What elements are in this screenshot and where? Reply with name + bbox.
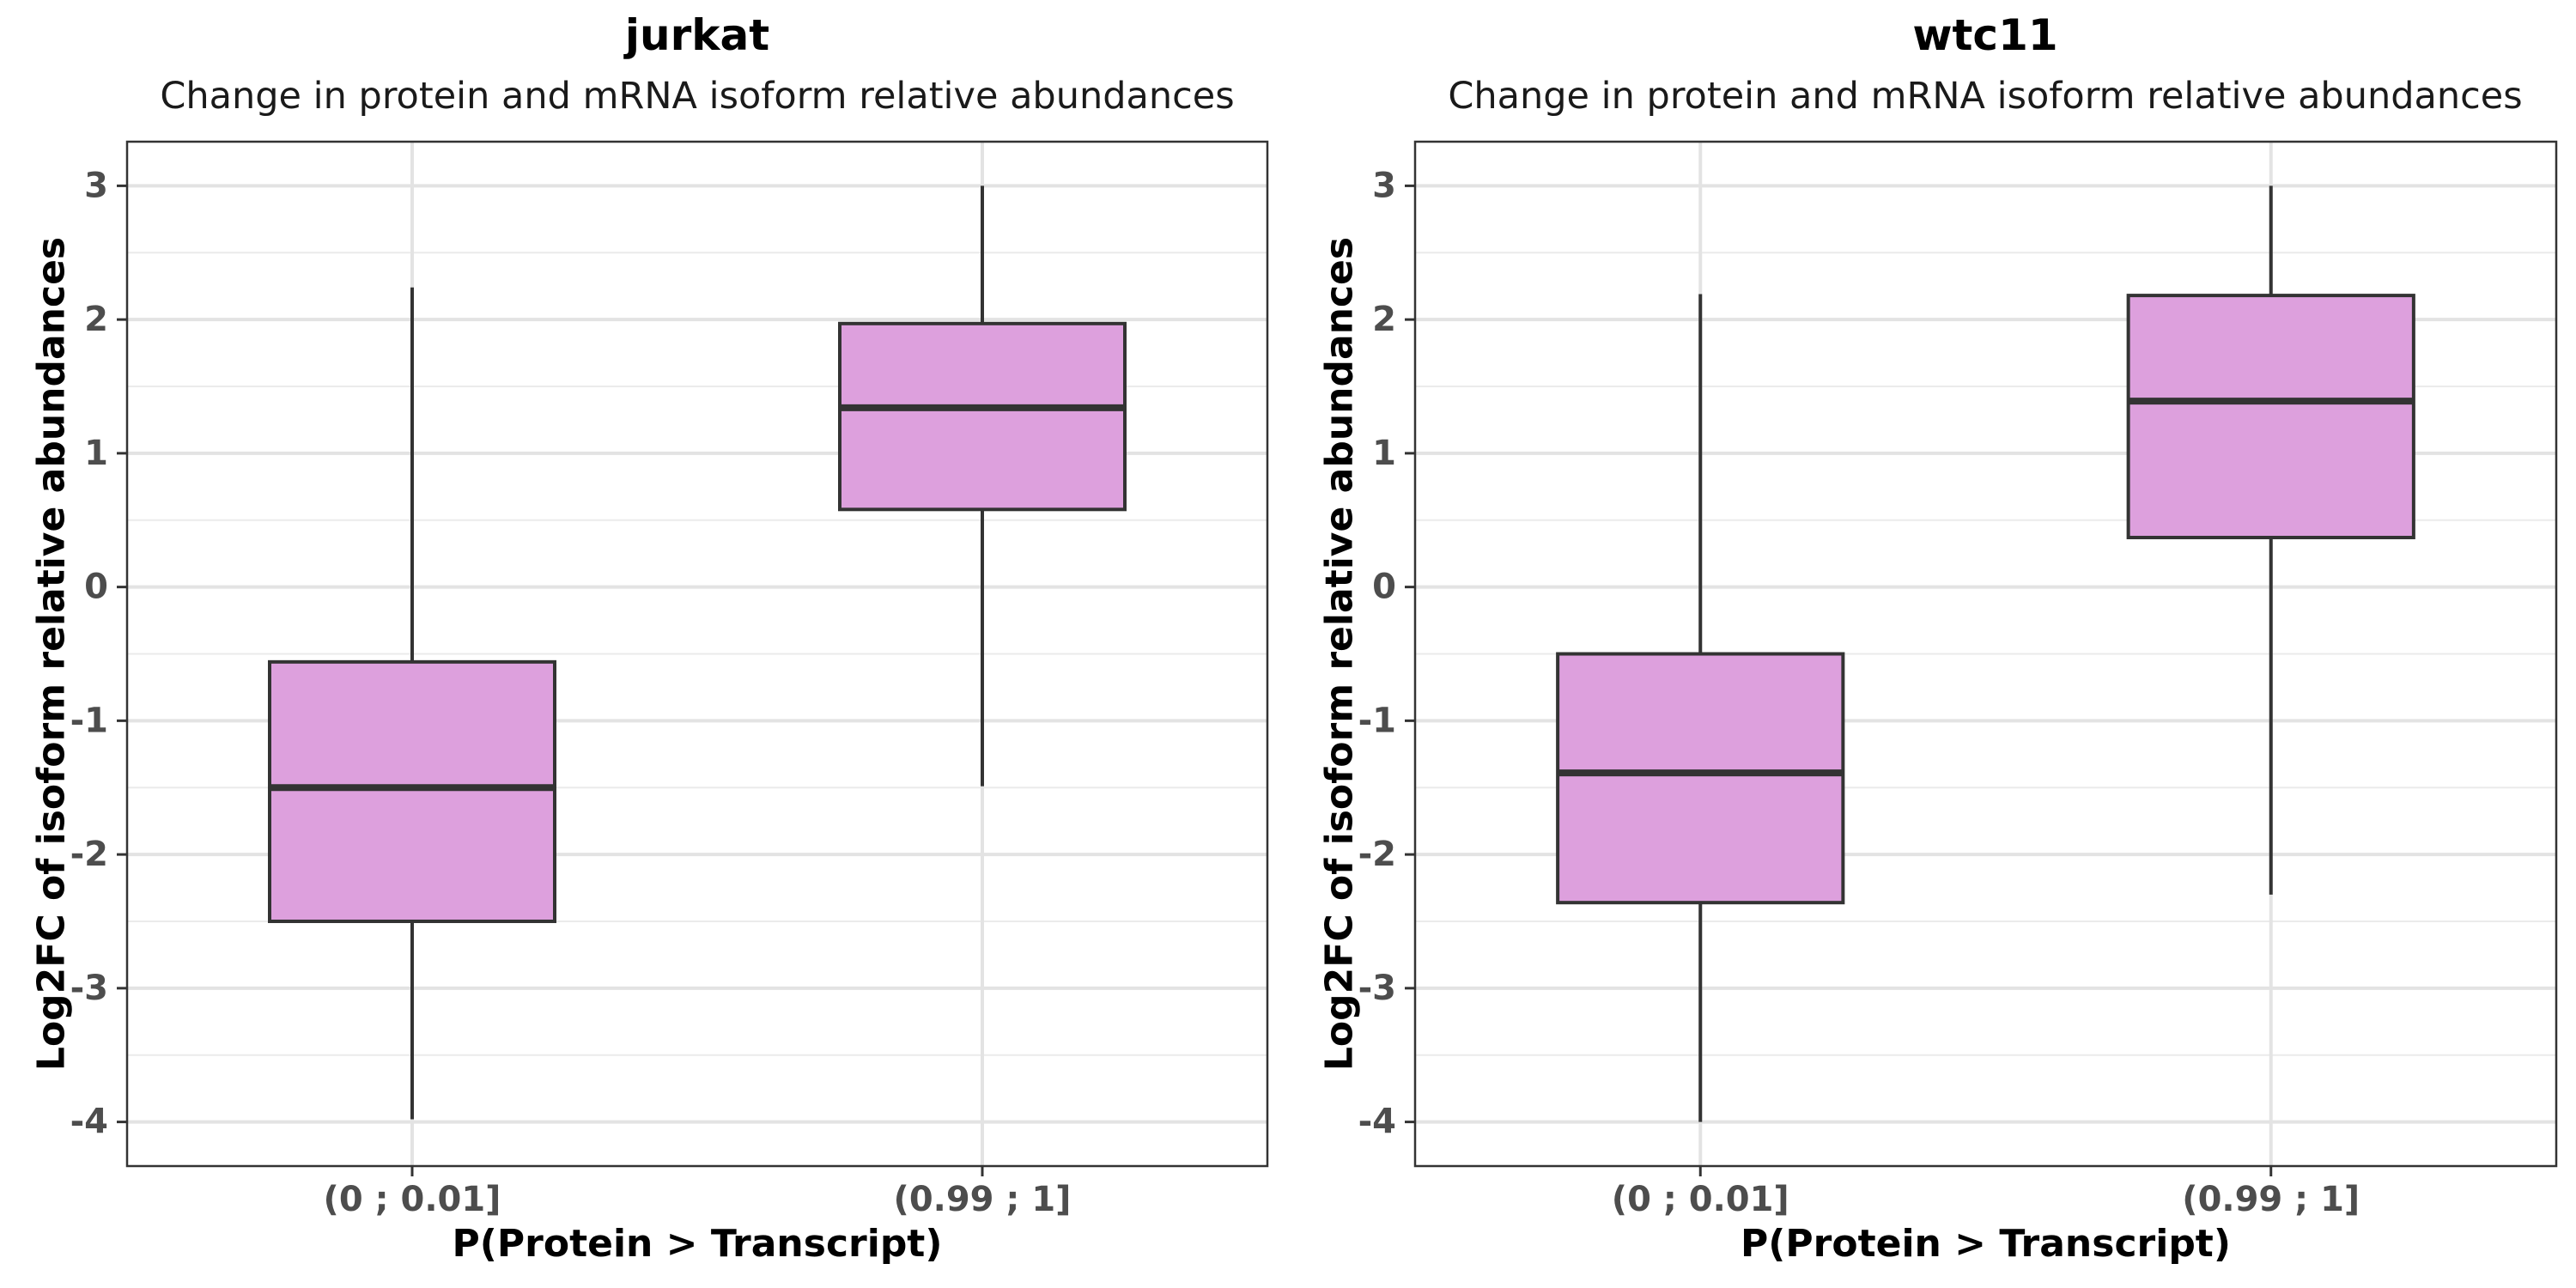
y-tick-label: 3 (1372, 166, 1396, 205)
box-body (838, 321, 1127, 512)
y-tick-label: -4 (1358, 1103, 1396, 1142)
box-2 (838, 185, 1127, 787)
box-body (268, 659, 556, 923)
chart-title: wtc11 (1912, 10, 2057, 60)
y-tick-label: -1 (1358, 701, 1396, 740)
box-2 (2126, 185, 2415, 895)
y-tick-label: 0 (84, 568, 108, 607)
chart-title: jurkat (623, 10, 769, 60)
y-tick-label: 2 (84, 300, 108, 339)
y-tick-label: -2 (70, 835, 108, 874)
chart-panel-1: 3 2 1 0 -1 -2 -3 -4 (0 ; 0.01] (0.99 ; 1] jurkat Ch… (30, 10, 1269, 1266)
x-tick-label: (0.99 ; 1] (2182, 1180, 2360, 1219)
chart-subtitle: Change in protein and mRNA isoform relat… (160, 75, 1234, 118)
y-tick-label: 1 (1372, 434, 1396, 473)
chart-subtitle: Change in protein and mRNA isoform relat… (1448, 75, 2522, 118)
y-tick-label: -4 (70, 1103, 108, 1142)
chart-panel-2: 3 2 1 0 -1 -2 -3 -4 (0 ; 0.01] (0.99 ; 1] wtc11 Cha… (1318, 10, 2558, 1266)
y-tick-label: -2 (1358, 835, 1396, 874)
y-axis-title: Log2FC of isoform relative abundances (30, 237, 74, 1071)
plot-border (1413, 140, 2558, 1168)
y-tick-label: -3 (70, 969, 108, 1008)
x-axis-title: P(Protein > Transcript) (1741, 1222, 2231, 1266)
x-tick-label: (0.99 ; 1] (894, 1180, 1072, 1219)
x-axis-title: P(Protein > Transcript) (453, 1222, 943, 1266)
box-body (1556, 652, 1845, 905)
box-1 (268, 287, 556, 1120)
plot-border (125, 140, 1269, 1168)
x-tick-label: (0 ; 0.01] (324, 1180, 501, 1219)
y-axis-title: Log2FC of isoform relative abundances (1318, 237, 1362, 1071)
y-tick-label: 0 (1372, 568, 1396, 607)
x-tick-label: (0 ; 0.01] (1612, 1180, 1789, 1219)
y-tick-label: 1 (84, 434, 108, 473)
box-body (2126, 294, 2415, 540)
y-tick-label: -1 (70, 701, 108, 740)
y-tick-label: 2 (1372, 300, 1396, 339)
box-1 (1556, 294, 1845, 1122)
y-tick-label: -3 (1358, 969, 1396, 1008)
y-tick-label: 3 (84, 166, 108, 205)
